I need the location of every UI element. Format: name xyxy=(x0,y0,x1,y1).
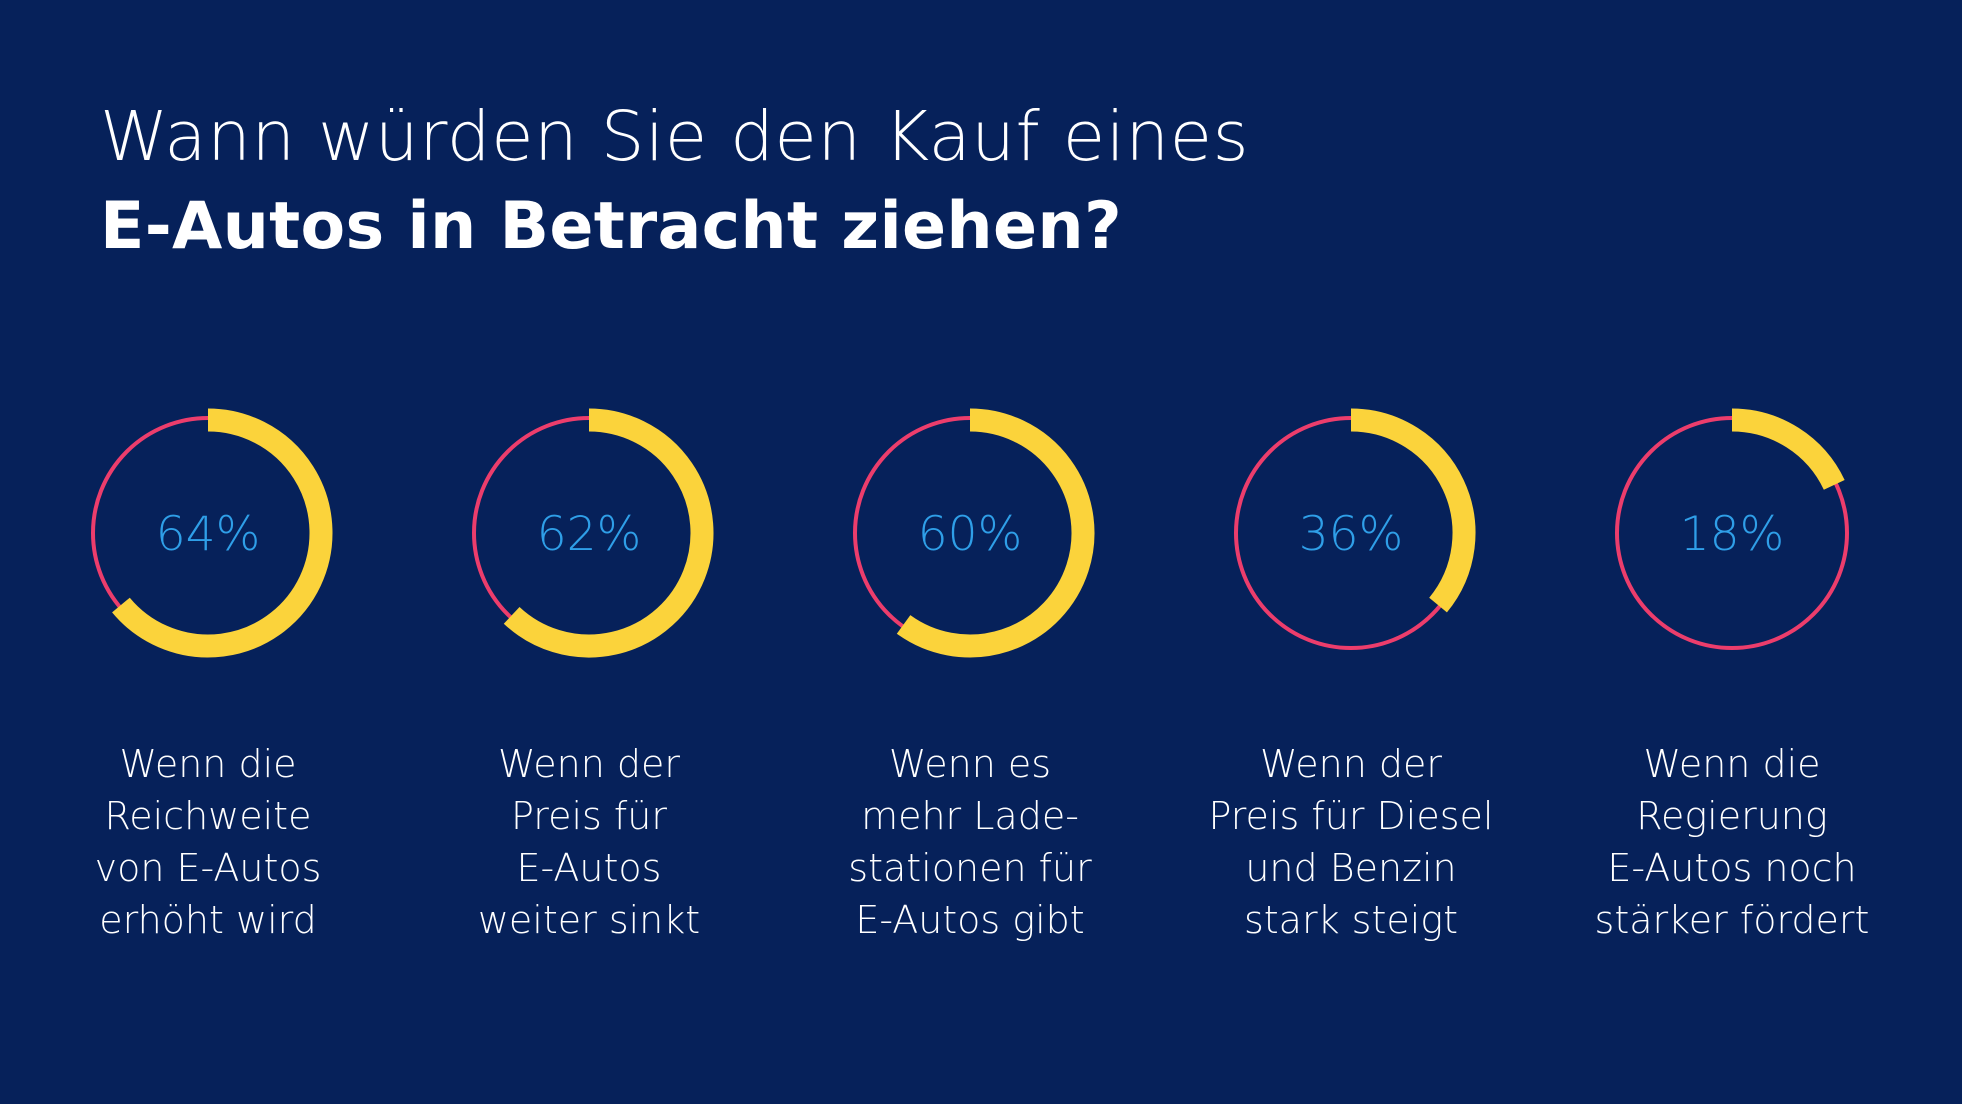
caption-line: stark steigt xyxy=(1243,898,1459,942)
caption-line: Reichweite xyxy=(104,794,312,838)
donut-3: 60% xyxy=(853,408,1095,658)
percent-label: 64% xyxy=(156,507,260,562)
caption-line: Regierung xyxy=(1636,794,1828,838)
caption-line: Wenn die xyxy=(119,742,297,786)
caption-line: erhöht wird xyxy=(99,898,317,942)
caption-5: Wenn die Regierung E-Autos noch stärker för… xyxy=(1562,738,1902,946)
caption-line: stärker fördert xyxy=(1594,898,1870,942)
percent-label: 60% xyxy=(918,507,1022,562)
caption-line: Wenn der xyxy=(497,742,681,786)
percent-label: 62% xyxy=(537,507,641,562)
percent-label: 36% xyxy=(1299,507,1403,562)
chart-title: Wann würden Sie den Kauf eines E-Autos i… xyxy=(100,92,1249,272)
caption-1: Wenn die Reichweite von E-Autos erhöht wird xyxy=(38,738,378,946)
title-line-2: E-Autos in Betracht ziehen? xyxy=(100,189,1122,264)
caption-2: Wenn der Preis für E-Autos weiter sinkt xyxy=(419,738,759,946)
caption-line: E-Autos xyxy=(516,846,662,890)
donut-2: 62% xyxy=(472,408,714,658)
caption-line: stationen für xyxy=(848,846,1092,890)
caption-line: Wenn es xyxy=(888,742,1052,786)
caption-line: Preis für xyxy=(511,794,667,838)
caption-line: von E-Autos xyxy=(94,846,322,890)
caption-line: und Benzin xyxy=(1245,846,1457,890)
caption-line: Wenn der xyxy=(1259,742,1443,786)
caption-3: Wenn es mehr Lade-stationen für E-Autos gi… xyxy=(800,738,1140,946)
caption-line: weiter sinkt xyxy=(477,898,701,942)
value-arc xyxy=(503,408,714,658)
value-arc xyxy=(112,408,333,658)
value-arc xyxy=(896,408,1095,658)
donut-5: 18% xyxy=(1615,408,1849,650)
caption-line: Wenn die xyxy=(1643,742,1821,786)
value-arc xyxy=(1731,408,1845,491)
caption-line: E-Autos noch xyxy=(1607,846,1857,890)
caption-line: mehr Lade- xyxy=(861,794,1079,838)
caption-line: E-Autos gibt xyxy=(855,898,1085,942)
title-line-1: Wann würden Sie den Kauf eines xyxy=(100,97,1250,177)
donut-4: 36% xyxy=(1234,408,1476,650)
donut-1: 64% xyxy=(91,408,333,658)
caption-4: Wenn der Preis für Diesel und Benzin stark … xyxy=(1181,738,1521,946)
caption-line: Preis für Diesel xyxy=(1208,794,1494,838)
percent-label: 18% xyxy=(1680,507,1784,562)
value-arc xyxy=(1350,408,1476,613)
